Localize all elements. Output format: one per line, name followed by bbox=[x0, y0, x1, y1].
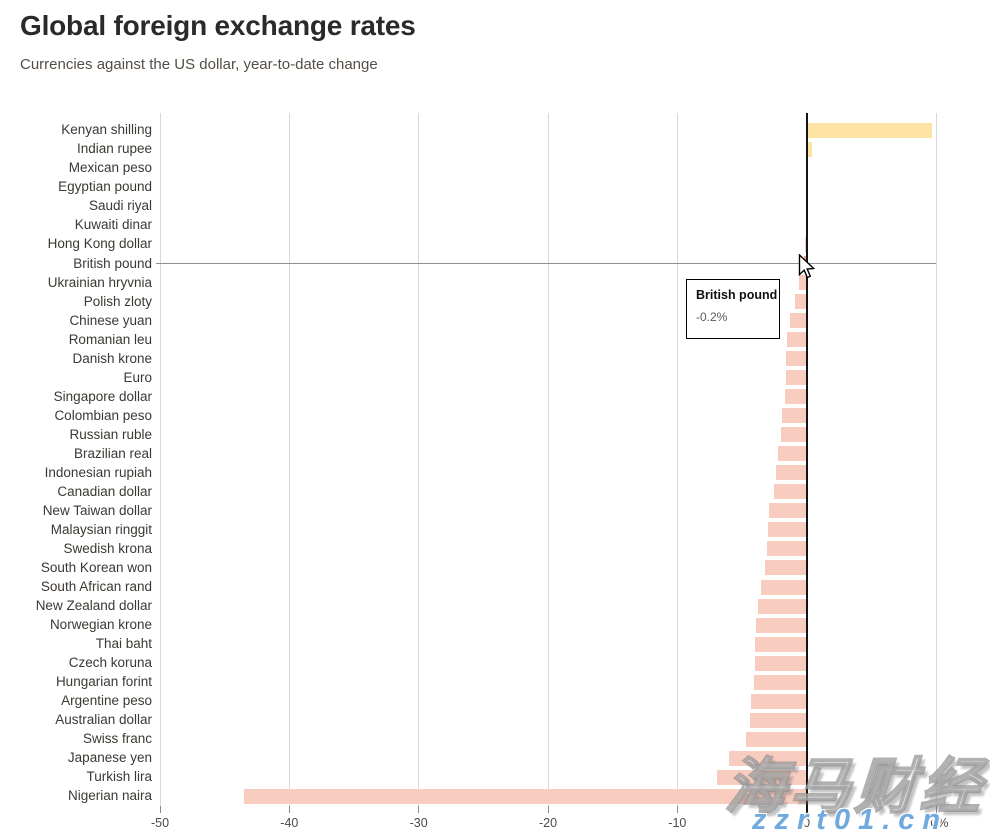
chart-bar[interactable] bbox=[787, 332, 807, 348]
x-tick-label: -10 bbox=[668, 816, 687, 830]
category-label: Kuwaiti dinar bbox=[74, 217, 152, 233]
gridline bbox=[547, 113, 549, 806]
x-tick-label: -20 bbox=[538, 816, 558, 830]
zero-axis-line bbox=[805, 113, 808, 820]
category-label: Danish krone bbox=[72, 350, 152, 366]
chart-bar[interactable] bbox=[761, 579, 807, 595]
category-label: Swedish krona bbox=[63, 540, 152, 556]
mouse-cursor-icon bbox=[798, 253, 816, 286]
chart-bar[interactable] bbox=[754, 636, 807, 652]
watermark-url: zzrt01.cn bbox=[752, 804, 949, 836]
category-label: Singapore dollar bbox=[53, 388, 152, 404]
chart-bar[interactable] bbox=[774, 484, 807, 500]
category-label: Euro bbox=[123, 369, 152, 385]
chart-bar[interactable] bbox=[775, 465, 807, 481]
category-label: Romanian leu bbox=[68, 331, 152, 347]
category-label: Russian ruble bbox=[69, 426, 152, 442]
category-label: Chinese yuan bbox=[69, 312, 152, 328]
chart-bar[interactable] bbox=[778, 446, 807, 462]
chart-bar[interactable] bbox=[782, 408, 807, 424]
page-subtitle: Currencies against the US dollar, year-t… bbox=[20, 56, 378, 73]
gridline bbox=[288, 113, 290, 806]
category-label: Colombian peso bbox=[54, 407, 152, 423]
category-label: South African rand bbox=[40, 579, 152, 595]
hover-crosshair-line bbox=[156, 263, 936, 264]
x-tick-label: 10% bbox=[923, 816, 949, 830]
x-tick-label: -40 bbox=[280, 816, 299, 830]
tooltip: British pound -0.2% bbox=[686, 279, 780, 339]
category-label: Nigerian naira bbox=[67, 788, 152, 804]
chart-bar[interactable] bbox=[753, 674, 807, 690]
chart-bar[interactable] bbox=[751, 693, 807, 709]
category-label: Argentine peso bbox=[61, 693, 152, 709]
chart-bar[interactable] bbox=[756, 617, 807, 633]
category-label: Hungarian forint bbox=[55, 674, 152, 690]
chart-bar[interactable] bbox=[789, 313, 807, 329]
chart-bar[interactable] bbox=[765, 560, 807, 576]
category-label: New Zealand dollar bbox=[35, 598, 152, 614]
chart-bar[interactable] bbox=[780, 427, 807, 443]
x-axis-tick bbox=[935, 806, 937, 813]
chart-bar[interactable] bbox=[806, 122, 933, 138]
x-axis-tick bbox=[676, 806, 678, 813]
chart-bar[interactable] bbox=[244, 788, 807, 804]
category-label: Saudi riyal bbox=[88, 198, 152, 214]
chart-bar[interactable] bbox=[767, 522, 807, 538]
category-label: Thai baht bbox=[95, 636, 152, 652]
category-label: Swiss franc bbox=[82, 731, 152, 747]
category-label: Ukrainian hryvnia bbox=[47, 274, 152, 290]
chart-bar[interactable] bbox=[754, 655, 807, 671]
category-label: Indian rupee bbox=[76, 141, 152, 157]
gridline bbox=[159, 113, 161, 806]
x-axis-tick bbox=[159, 806, 161, 813]
category-label: Malaysian ringgit bbox=[50, 521, 152, 537]
chart-bar[interactable] bbox=[769, 503, 807, 519]
x-tick-label: -50 bbox=[150, 816, 170, 830]
category-label: Indonesian rupiah bbox=[44, 464, 152, 480]
x-axis-tick bbox=[547, 806, 549, 813]
category-label: Japanese yen bbox=[67, 750, 152, 766]
category-label: Australian dollar bbox=[55, 712, 152, 728]
category-label: Hong Kong dollar bbox=[47, 236, 152, 252]
category-label: Czech koruna bbox=[68, 655, 152, 671]
category-label: Kenyan shilling bbox=[61, 122, 152, 138]
page-title: Global foreign exchange rates bbox=[20, 10, 416, 41]
chart-bar[interactable] bbox=[729, 750, 807, 766]
x-axis-tick bbox=[288, 806, 290, 813]
gridline bbox=[676, 113, 678, 806]
tooltip-value: -0.2% bbox=[696, 310, 728, 324]
category-label: Turkish lira bbox=[86, 769, 152, 785]
chart-bar[interactable] bbox=[798, 275, 807, 291]
x-axis-tick bbox=[418, 806, 420, 813]
chart-bar[interactable] bbox=[806, 141, 812, 157]
chart-bar[interactable] bbox=[766, 541, 807, 557]
chart-bar[interactable] bbox=[785, 370, 807, 386]
category-label: Canadian dollar bbox=[57, 483, 152, 499]
category-label: South Korean won bbox=[40, 559, 152, 575]
category-label: Brazilian real bbox=[73, 445, 152, 461]
gridline bbox=[935, 113, 937, 806]
tooltip-title: British pound bbox=[696, 288, 778, 302]
chart-bar[interactable] bbox=[795, 294, 807, 310]
category-label: British pound bbox=[73, 255, 152, 271]
x-tick-label: -30 bbox=[409, 816, 428, 830]
chart-bar[interactable] bbox=[745, 731, 807, 747]
chart-bar[interactable] bbox=[717, 769, 807, 785]
chart-bar[interactable] bbox=[785, 351, 807, 367]
chart-bar[interactable] bbox=[749, 712, 807, 728]
gridline bbox=[418, 113, 420, 806]
x-tick-label: 0 bbox=[803, 816, 811, 830]
chart-bar[interactable] bbox=[784, 389, 807, 405]
chart-header: Global foreign exchange rates Currencies… bbox=[20, 10, 416, 73]
category-label: Egyptian pound bbox=[58, 179, 152, 195]
category-label: Mexican peso bbox=[68, 160, 152, 176]
category-label: Norwegian krone bbox=[49, 617, 152, 633]
category-label: Polish zloty bbox=[83, 293, 152, 309]
category-label: New Taiwan dollar bbox=[42, 502, 152, 518]
chart-bar[interactable] bbox=[757, 598, 807, 614]
